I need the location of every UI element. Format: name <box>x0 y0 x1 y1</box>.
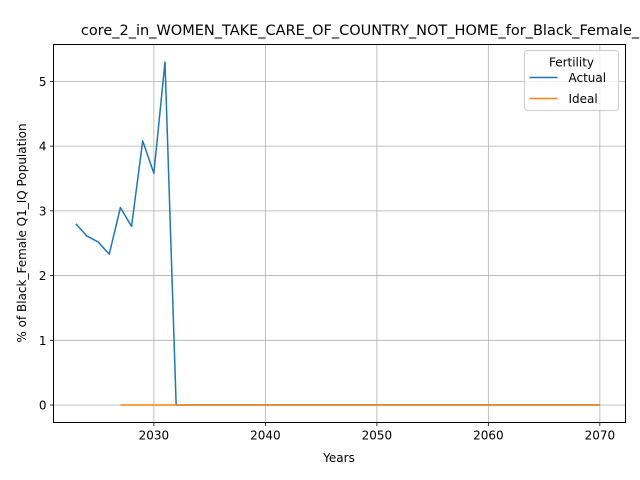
x-tick-label: 2050 <box>362 429 393 443</box>
plot-frame <box>53 44 626 423</box>
y-axis-ticks: 0 1 2 3 4 5 <box>39 75 54 413</box>
legend-title: Fertility <box>549 56 594 70</box>
series-lines <box>75 61 600 406</box>
y-tick-label: 3 <box>39 204 47 218</box>
x-axis-label: Years <box>322 451 355 465</box>
y-tick-label: 4 <box>39 140 47 154</box>
x-tick-label: 2040 <box>250 429 281 443</box>
y-tick-label: 2 <box>39 269 47 283</box>
legend-box <box>524 50 619 111</box>
y-axis-label: % of Black_Female Q1_IQ Population <box>15 123 29 342</box>
legend-label-actual: Actual <box>569 71 607 85</box>
legend-label-ideal: Ideal <box>569 92 598 106</box>
y-tick-label: 0 <box>39 399 47 413</box>
x-tick-label: 2070 <box>585 429 616 443</box>
series-line-actual <box>75 61 600 406</box>
x-axis-ticks: 2030 2040 2050 2060 2070 <box>139 422 616 443</box>
x-tick-label: 2030 <box>139 429 170 443</box>
chart-title: core_2_in_WOMEN_TAKE_CARE_OF_COUNTRY_NOT… <box>81 23 640 39</box>
y-tick-label: 1 <box>39 334 47 348</box>
x-tick-label: 2060 <box>473 429 504 443</box>
y-tick-label: 5 <box>39 75 47 89</box>
